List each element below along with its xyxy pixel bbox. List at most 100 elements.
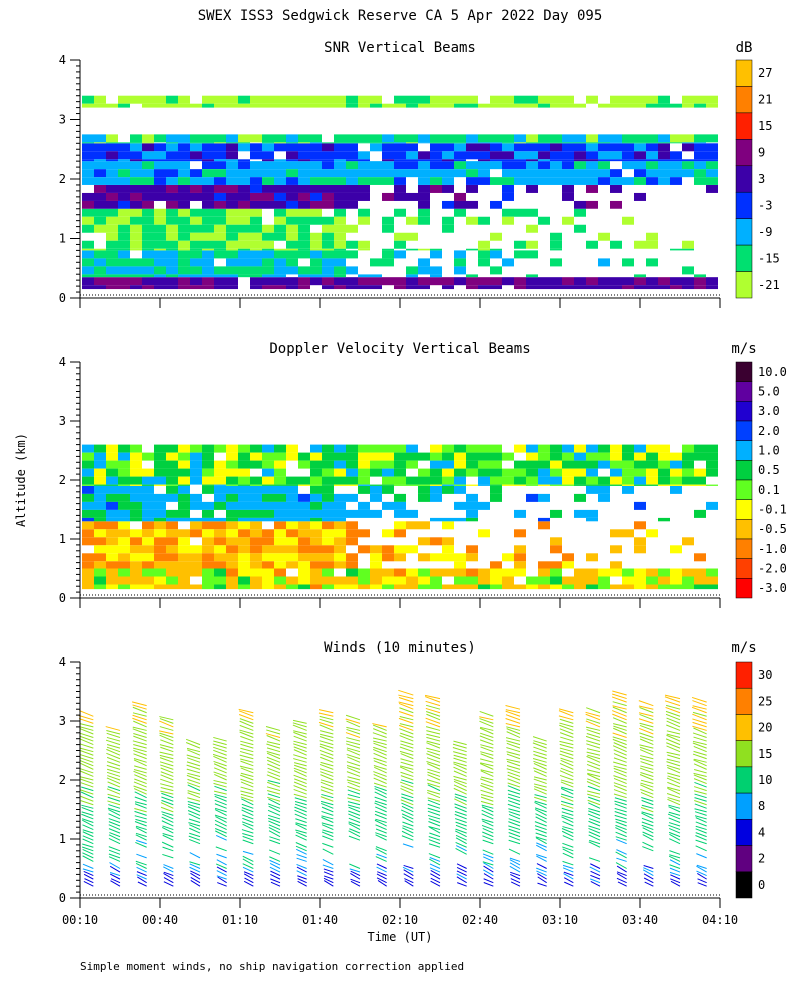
heatmap-cell: [562, 184, 574, 193]
heatmap-cell: [250, 134, 262, 143]
wind-barb: [376, 853, 387, 859]
heatmap-cell: [562, 177, 574, 185]
heatmap-cell: [514, 484, 526, 486]
heatmap-cell: [190, 184, 202, 193]
heatmap-cell: [598, 232, 610, 241]
heatmap-cell: [634, 151, 646, 160]
wind-barb: [294, 764, 307, 770]
heatmap-cell: [682, 142, 694, 144]
heatmap-cell: [514, 177, 526, 185]
wind-barb: [294, 806, 307, 813]
heatmap-cell: [142, 240, 154, 249]
wind-barb: [295, 822, 307, 827]
heatmap-cell: [334, 240, 346, 249]
heatmap-cell: [454, 452, 466, 461]
heatmap-cell: [94, 484, 106, 486]
heatmap-cell: [334, 576, 346, 585]
heatmap-cell: [370, 103, 382, 108]
heatmap-cell: [154, 192, 166, 201]
heatmap-cell: [406, 274, 418, 278]
heatmap-cell: [262, 169, 274, 178]
heatmap-cell: [214, 143, 226, 152]
heatmap-cell: [454, 468, 466, 477]
heatmap-cell: [670, 103, 682, 108]
heatmap-cell: [634, 545, 646, 554]
heatmap-cell: [130, 161, 142, 170]
wind-barb: [533, 740, 547, 746]
wind-barb: [532, 758, 547, 763]
heatmap-cell: [370, 553, 382, 562]
heatmap-cell: [634, 159, 646, 162]
wind-barb: [187, 806, 201, 813]
wind-barb: [398, 702, 414, 710]
heatmap-cell: [358, 95, 370, 104]
wind-barb: [346, 740, 361, 746]
heatmap-cell: [706, 177, 718, 185]
heatmap-cell: [94, 561, 106, 569]
heatmap-cell: [526, 250, 538, 259]
heatmap-cell: [94, 274, 106, 278]
heatmap-cell: [622, 95, 634, 104]
wind-barb: [239, 724, 254, 731]
heatmap-cell: [190, 501, 202, 510]
heatmap-cell: [226, 484, 238, 486]
wind-barb: [346, 749, 361, 756]
heatmap-cell: [502, 159, 514, 162]
heatmap-cell: [370, 509, 382, 518]
heatmap-cell: [262, 103, 274, 108]
heatmap-cell: [262, 545, 274, 554]
heatmap-cell: [370, 134, 382, 143]
wind-barb: [480, 762, 494, 767]
heatmap-cell: [358, 192, 370, 201]
heatmap-cell: [514, 95, 526, 104]
wind-barb: [106, 761, 121, 767]
wind-barb: [243, 871, 254, 877]
heatmap-cell: [214, 151, 226, 160]
heatmap-cell: [142, 208, 154, 217]
heatmap-cell: [670, 576, 682, 585]
heatmap-cell: [430, 460, 442, 469]
heatmap-cell: [190, 192, 202, 201]
wind-barb: [562, 835, 574, 841]
heatmap-cell: [502, 468, 514, 477]
wind-barb: [346, 753, 361, 760]
heatmap-cell: [406, 584, 418, 590]
heatmap-cell: [154, 468, 166, 477]
heatmap-cell: [586, 484, 598, 486]
heatmap-cell: [370, 484, 382, 486]
heatmap-cell: [454, 142, 466, 144]
heatmap-cell: [322, 584, 334, 590]
heatmap-cell: [94, 568, 106, 577]
wind-barb: [399, 723, 414, 728]
heatmap-cell: [622, 103, 634, 108]
heatmap-cell: [310, 509, 322, 518]
heatmap-cell: [166, 561, 178, 569]
heatmap-cell: [394, 460, 406, 469]
heatmap-cell: [82, 509, 94, 518]
heatmap-cell: [190, 240, 202, 249]
wind-barb: [239, 729, 254, 735]
heatmap-cell: [334, 460, 346, 469]
wind-barb: [320, 774, 334, 781]
wind-barb: [617, 881, 627, 887]
heatmap-cell: [82, 568, 94, 577]
colorbar-label: 15: [758, 747, 772, 761]
wind-barb: [533, 778, 547, 785]
heatmap-cell: [202, 277, 214, 286]
heatmap-cell: [286, 444, 298, 453]
heatmap-cell: [550, 545, 562, 554]
heatmap-cell: [202, 553, 214, 562]
wind-barb: [585, 713, 601, 721]
wind-barb: [190, 876, 201, 884]
wind-barb: [559, 747, 574, 753]
wind-barb: [346, 761, 361, 767]
heatmap-cell: [334, 142, 346, 144]
heatmap-cell: [238, 248, 250, 251]
heatmap-cell: [118, 584, 130, 590]
heatmap-cell: [118, 169, 130, 178]
y-tick-label: 2: [59, 773, 66, 787]
wind-barb: [106, 730, 121, 735]
wind-barb: [318, 721, 334, 728]
x-tick-label: 02:10: [382, 913, 418, 927]
wind-barb: [480, 776, 494, 781]
